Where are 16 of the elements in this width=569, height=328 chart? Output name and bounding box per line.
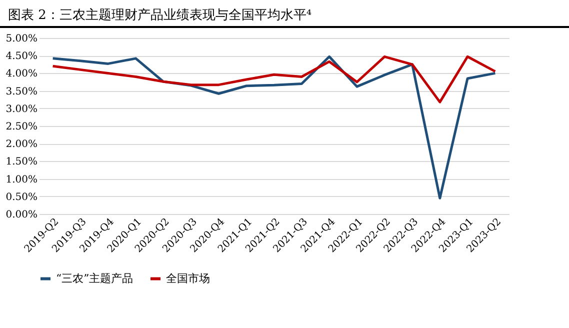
- y-tick-label: 2.00%: [6, 139, 38, 150]
- y-tick-label: 1.00%: [6, 174, 38, 186]
- chart-title: 图表 2：三农主题理财产品业绩表现与全国平均水平⁴: [0, 0, 569, 28]
- y-tick-label: 4.00%: [6, 68, 38, 80]
- y-tick-label: 0.00%: [6, 210, 38, 220]
- y-tick-label: 4.50%: [6, 51, 38, 62]
- legend-label: “三农”主题产品: [56, 272, 134, 285]
- y-tick-label: 1.50%: [6, 156, 38, 168]
- y-tick-label: 3.50%: [6, 86, 38, 98]
- y-tick-label: 3.00%: [6, 104, 38, 115]
- line-series: [52, 55, 496, 104]
- line-series: [52, 55, 496, 200]
- y-tick-label: 5.00%: [6, 34, 38, 44]
- legend-label: 全国市场: [166, 272, 210, 285]
- y-tick-label: 0.50%: [6, 192, 38, 203]
- y-tick-label: 2.50%: [6, 122, 38, 132]
